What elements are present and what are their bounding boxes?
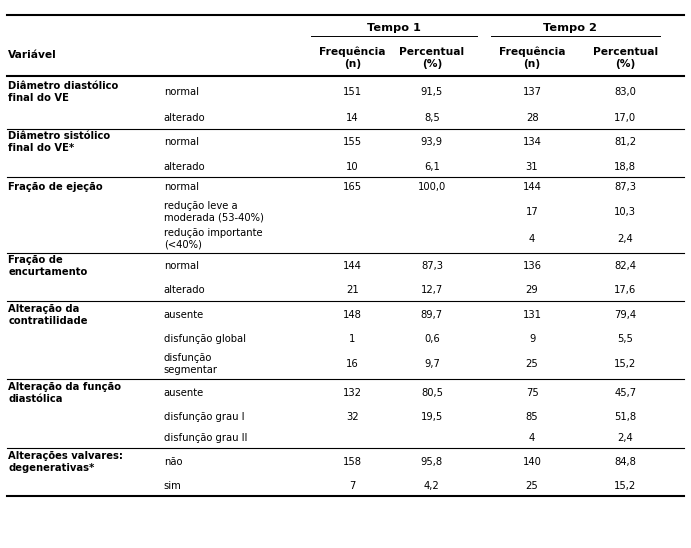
Text: 165: 165 bbox=[343, 182, 362, 192]
Text: 7: 7 bbox=[349, 481, 356, 491]
Text: 25: 25 bbox=[526, 359, 538, 369]
Text: 87,3: 87,3 bbox=[614, 182, 636, 192]
Text: Fração de ejeção: Fração de ejeção bbox=[8, 182, 103, 192]
Text: Frequência
(n): Frequência (n) bbox=[499, 47, 565, 69]
Text: Diâmetro diastólico
final do VE: Diâmetro diastólico final do VE bbox=[8, 81, 119, 103]
Text: 21: 21 bbox=[346, 286, 359, 295]
Text: alterado: alterado bbox=[164, 286, 205, 295]
Text: sim: sim bbox=[164, 481, 182, 491]
Text: 91,5: 91,5 bbox=[421, 87, 443, 97]
Text: 16: 16 bbox=[346, 359, 359, 369]
Text: 18,8: 18,8 bbox=[614, 162, 636, 172]
Text: 148: 148 bbox=[343, 310, 362, 319]
Text: Diâmetro sistólico
final do VE*: Diâmetro sistólico final do VE* bbox=[8, 132, 111, 153]
Text: Percentual
(%): Percentual (%) bbox=[399, 47, 464, 69]
Text: 14: 14 bbox=[346, 113, 359, 123]
Text: 2,4: 2,4 bbox=[618, 234, 633, 244]
Text: Fração de
encurtamento: Fração de encurtamento bbox=[8, 255, 88, 277]
Text: 10,3: 10,3 bbox=[614, 207, 636, 216]
Text: alterado: alterado bbox=[164, 113, 205, 123]
Text: 82,4: 82,4 bbox=[614, 261, 636, 271]
Text: 2,4: 2,4 bbox=[618, 433, 633, 443]
Text: disfunção global: disfunção global bbox=[164, 334, 246, 344]
Text: 17,0: 17,0 bbox=[614, 113, 636, 123]
Text: redução importante
(<40%): redução importante (<40%) bbox=[164, 228, 263, 250]
Text: 89,7: 89,7 bbox=[421, 310, 443, 319]
Text: 87,3: 87,3 bbox=[421, 261, 443, 271]
Text: 83,0: 83,0 bbox=[614, 87, 636, 97]
Text: 6,1: 6,1 bbox=[424, 162, 439, 172]
Text: 158: 158 bbox=[343, 457, 362, 467]
Text: 79,4: 79,4 bbox=[614, 310, 636, 319]
Text: 81,2: 81,2 bbox=[614, 138, 636, 147]
Text: 28: 28 bbox=[526, 113, 538, 123]
Text: Tempo 1: Tempo 1 bbox=[367, 22, 421, 33]
Text: 8,5: 8,5 bbox=[424, 113, 439, 123]
Text: 29: 29 bbox=[526, 286, 538, 295]
Text: 1: 1 bbox=[349, 334, 356, 344]
Text: redução leve a
moderada (53-40%): redução leve a moderada (53-40%) bbox=[164, 201, 264, 222]
Text: 136: 136 bbox=[522, 261, 542, 271]
Text: 144: 144 bbox=[343, 261, 362, 271]
Text: 140: 140 bbox=[522, 457, 542, 467]
Text: 45,7: 45,7 bbox=[614, 388, 636, 398]
Text: 19,5: 19,5 bbox=[421, 412, 443, 422]
Text: 131: 131 bbox=[522, 310, 542, 319]
Text: 134: 134 bbox=[522, 138, 542, 147]
Text: Alterações valvares:
degenerativas*: Alterações valvares: degenerativas* bbox=[8, 451, 123, 473]
Text: 151: 151 bbox=[343, 87, 362, 97]
Text: normal: normal bbox=[164, 138, 199, 147]
Text: 15,2: 15,2 bbox=[614, 481, 636, 491]
Text: normal: normal bbox=[164, 182, 199, 192]
Text: 85: 85 bbox=[526, 412, 538, 422]
Text: 80,5: 80,5 bbox=[421, 388, 443, 398]
Text: alterado: alterado bbox=[164, 162, 205, 172]
Text: 17: 17 bbox=[526, 207, 538, 216]
Text: 95,8: 95,8 bbox=[421, 457, 443, 467]
Text: 4: 4 bbox=[529, 433, 536, 443]
Text: 155: 155 bbox=[343, 138, 362, 147]
Text: normal: normal bbox=[164, 261, 199, 271]
Text: 25: 25 bbox=[526, 481, 538, 491]
Text: 144: 144 bbox=[522, 182, 542, 192]
Text: 32: 32 bbox=[346, 412, 359, 422]
Text: 17,6: 17,6 bbox=[614, 286, 636, 295]
Text: não: não bbox=[164, 457, 182, 467]
Text: Alteração da função
diastólica: Alteração da função diastólica bbox=[8, 382, 122, 404]
Text: 4: 4 bbox=[529, 234, 536, 244]
Text: 93,9: 93,9 bbox=[421, 138, 443, 147]
Text: ausente: ausente bbox=[164, 310, 204, 319]
Text: 31: 31 bbox=[526, 162, 538, 172]
Text: 9: 9 bbox=[529, 334, 536, 344]
Text: Frequência
(n): Frequência (n) bbox=[319, 47, 386, 69]
Text: disfunção
segmentar: disfunção segmentar bbox=[164, 353, 218, 375]
Text: Tempo 2: Tempo 2 bbox=[543, 22, 597, 33]
Text: 137: 137 bbox=[522, 87, 542, 97]
Text: 84,8: 84,8 bbox=[614, 457, 636, 467]
Text: Percentual
(%): Percentual (%) bbox=[593, 47, 658, 69]
Text: 0,6: 0,6 bbox=[424, 334, 439, 344]
Text: 51,8: 51,8 bbox=[614, 412, 636, 422]
Text: 10: 10 bbox=[346, 162, 359, 172]
Text: ausente: ausente bbox=[164, 388, 204, 398]
Text: 5,5: 5,5 bbox=[618, 334, 633, 344]
Text: Variável: Variável bbox=[8, 50, 57, 60]
Text: disfunção grau II: disfunção grau II bbox=[164, 433, 247, 443]
Text: 132: 132 bbox=[343, 388, 362, 398]
Text: 100,0: 100,0 bbox=[418, 182, 446, 192]
Text: normal: normal bbox=[164, 87, 199, 97]
Text: 15,2: 15,2 bbox=[614, 359, 636, 369]
Text: Alteração da
contratilidade: Alteração da contratilidade bbox=[8, 304, 88, 326]
Text: 75: 75 bbox=[526, 388, 538, 398]
Text: 9,7: 9,7 bbox=[424, 359, 439, 369]
Text: 12,7: 12,7 bbox=[421, 286, 443, 295]
Text: disfunção grau I: disfunção grau I bbox=[164, 412, 244, 422]
Text: 4,2: 4,2 bbox=[424, 481, 439, 491]
